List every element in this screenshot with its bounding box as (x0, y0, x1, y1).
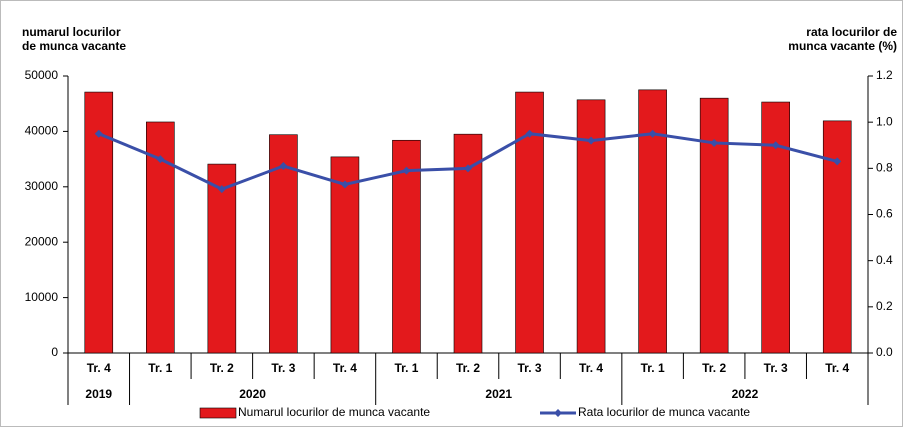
y-axis-label: numarul locurilor (22, 25, 121, 39)
x-tick-label: Tr. 2 (456, 361, 480, 375)
x-tick-label: Tr. 1 (641, 361, 665, 375)
y2-tick-label: 0.8 (876, 161, 893, 175)
y2-axis-label: rata locurilor de (806, 25, 897, 39)
x-tick-label: Tr. 2 (702, 361, 726, 375)
x-tick-label: Tr. 4 (825, 361, 849, 375)
line-marker (771, 141, 780, 150)
line-marker (217, 185, 226, 194)
x-tick-label: Tr. 2 (210, 361, 234, 375)
bar (330, 156, 360, 354)
legend-marker (554, 409, 562, 417)
legend-label: Rata locurilor de munca vacante (578, 405, 750, 419)
y2-tick-label: 0.6 (876, 207, 893, 221)
x-tick-label: Tr. 4 (579, 361, 603, 375)
x-tick-label: Tr. 3 (271, 361, 295, 375)
line-marker (710, 138, 719, 147)
y2-tick-label: 1.2 (876, 68, 893, 82)
x-tick-label: Tr. 4 (87, 361, 111, 375)
y-tick-label: 40000 (25, 124, 59, 138)
x-group-label: 2021 (485, 387, 512, 401)
line-marker (587, 136, 596, 145)
x-tick-label: Tr. 4 (333, 361, 357, 375)
y2-tick-label: 1.0 (876, 114, 893, 128)
x-group-label: 2022 (732, 387, 759, 401)
line-marker (833, 157, 842, 166)
x-tick-label: Tr. 3 (518, 361, 542, 375)
y2-tick-label: 0.0 (876, 345, 893, 359)
y-tick-label: 10000 (25, 290, 59, 304)
bar (761, 101, 790, 354)
y-axis-label: de munca vacante (22, 39, 126, 53)
x-group-label: 2020 (239, 387, 266, 401)
legend-swatch (199, 407, 237, 419)
y2-tick-label: 0.4 (876, 253, 893, 267)
line-marker (464, 164, 472, 173)
bar (207, 163, 237, 354)
line-marker (279, 162, 288, 171)
y2-tick-label: 0.2 (876, 299, 893, 313)
line-marker (648, 129, 657, 138)
y-tick-label: 0 (51, 345, 58, 359)
bar (392, 139, 421, 354)
line-marker (94, 129, 103, 138)
line-marker (340, 180, 349, 189)
bar (699, 97, 729, 354)
y-tick-label: 20000 (25, 234, 59, 248)
bar (822, 120, 852, 354)
line-marker (525, 129, 534, 138)
x-group-label: 2019 (85, 387, 112, 401)
y-tick-label: 50000 (25, 68, 59, 82)
y2-axis-label: munca vacante (%) (788, 39, 897, 53)
legend-label: Numarul locurilor de munca vacante (238, 405, 430, 419)
x-tick-label: Tr. 3 (764, 361, 788, 375)
line-marker (156, 155, 165, 164)
bar (638, 89, 667, 354)
x-tick-label: Tr. 1 (394, 361, 418, 375)
line-marker (402, 166, 411, 175)
x-tick-label: Tr. 1 (148, 361, 172, 375)
y-tick-label: 30000 (25, 179, 59, 193)
